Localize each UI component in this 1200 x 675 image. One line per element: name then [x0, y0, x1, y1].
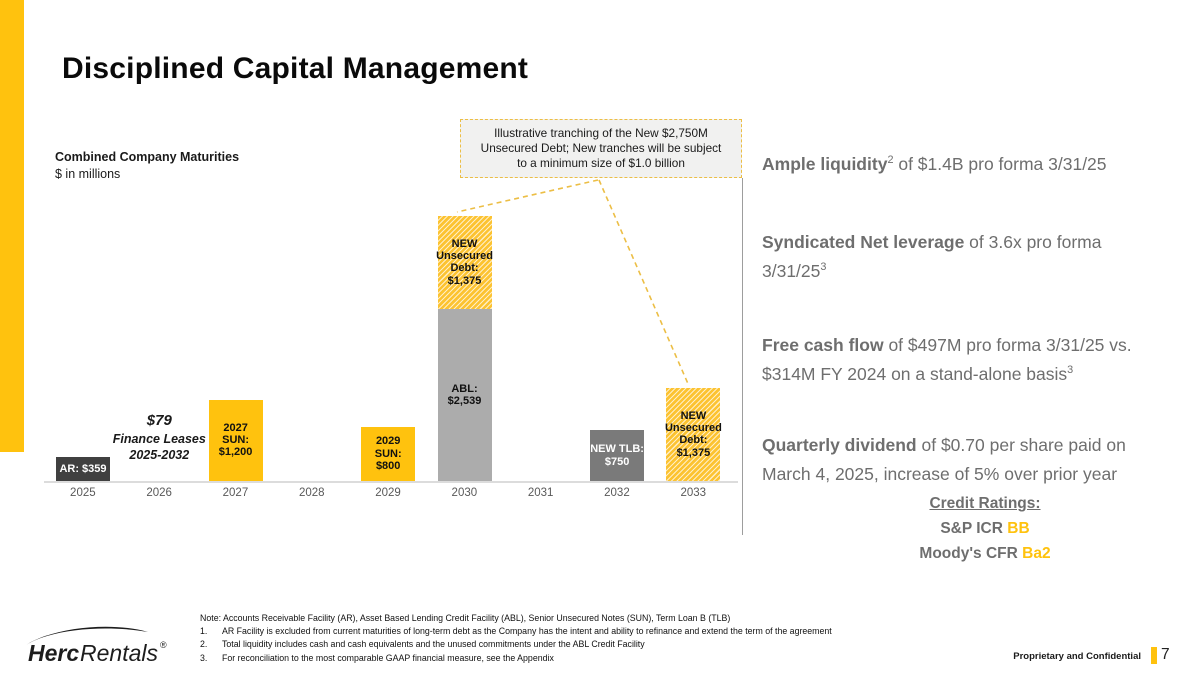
rating-moodys: Moody's CFR Ba2: [919, 545, 1051, 562]
bar-segment-2027: 2027 SUN: $1,200: [208, 399, 263, 481]
highlight-lead: Quarterly dividend: [762, 434, 917, 455]
footnote-ref: 2: [887, 154, 894, 166]
footnote-item: 3. For reconciliation to the most compara…: [200, 652, 554, 663]
herc-rentals-logo: Herc Rentals ®: [26, 626, 167, 666]
bar-label: AR: $359: [59, 462, 107, 475]
x-axis-label: 2033: [680, 487, 707, 499]
accent-bar: [0, 0, 24, 452]
vertical-divider: [742, 178, 744, 535]
page-number-accent: [1151, 647, 1157, 664]
highlight-liquidity: Ample liquidity2 of $1.4B pro forma 3/31…: [762, 153, 1107, 174]
finance-leases-annotation: $79 Finance Leases 2025-2032: [79, 411, 239, 463]
callout-text: Illustrative tranching of the New $2,750…: [480, 126, 722, 170]
page-number: 7: [1161, 646, 1170, 663]
bar-segment-2025: AR: $359: [56, 456, 110, 481]
x-axis-label: 2028: [298, 487, 325, 499]
bar-segment-2030: NEW Unsecured Debt: $1,375: [436, 215, 493, 309]
annotation-range: 2025-2032: [129, 447, 190, 462]
credit-ratings-title: Credit Ratings:: [929, 495, 1041, 512]
highlight-lead: Ample liquidity: [762, 153, 888, 174]
bar-label: 2029 SUN: $800: [374, 435, 402, 473]
x-axis-label: 2029: [375, 487, 401, 499]
x-axis-label: 2025: [70, 487, 96, 499]
svg-text:Herc: Herc: [28, 640, 79, 666]
bar-label: ABL: $2,539: [447, 382, 482, 407]
annotation-label: Finance Leases: [112, 431, 206, 446]
x-axis-label: 2032: [604, 487, 630, 499]
footnotes: Note: Accounts Receivable Facility (AR),…: [200, 612, 1000, 665]
bar-segment-2033: NEW Unsecured Debt: $1,375: [664, 387, 722, 481]
highlight-lead: Free cash flow: [762, 334, 884, 355]
rating-moodys-value: Ba2: [1022, 545, 1051, 562]
x-axis-label: 2026: [146, 487, 172, 499]
svg-text:®: ®: [160, 640, 167, 650]
footnote-item: 1. AR Facility is excluded from current m…: [200, 626, 832, 637]
footnote-note: Note: Accounts Receivable Facility (AR),…: [200, 613, 731, 623]
footnote-ref: 3: [1067, 363, 1074, 376]
bar-label: 2027 SUN: $1,200: [218, 421, 253, 459]
bar-segment-2032: NEW TLB: $750: [590, 430, 645, 481]
bar-segment-2030: ABL: $2,539: [437, 308, 492, 481]
x-axis-label: 2027: [222, 487, 249, 499]
svg-text:Rentals: Rentals: [80, 640, 158, 666]
highlight-lead: Syndicated Net leverage: [762, 231, 965, 252]
footnote-ref: 3: [820, 260, 827, 273]
bar-label: NEW Unsecured Debt: $1,375: [664, 409, 722, 459]
page-title: Disciplined Capital Management: [62, 52, 529, 85]
bar-segment-2029: 2029 SUN: $800: [361, 426, 416, 481]
chart-title: Combined Company Maturities: [55, 150, 240, 164]
highlight-free-cash-flow: Free cash flow of $497M pro forma 3/31/2…: [762, 334, 1132, 384]
annotation-value: $79: [146, 412, 172, 429]
credit-ratings: Credit Ratings: S&P ICR BB Moody's CFR B…: [810, 491, 1160, 566]
footnote-item: 2. Total liquidity includes cash and cash…: [200, 639, 645, 650]
rating-sp: S&P ICR BB: [940, 520, 1030, 537]
bar-label: NEW Unsecured Debt: $1,375: [436, 237, 493, 287]
chart-subtitle: $ in millions: [55, 167, 121, 181]
classification-text: Proprietary and Confidential: [1013, 651, 1141, 662]
rating-sp-value: BB: [1007, 520, 1030, 537]
highlight-dividend: Quarterly dividend of $0.70 per share pa…: [762, 434, 1126, 484]
bar-label: NEW TLB: $750: [590, 443, 644, 468]
x-axis-line: [44, 481, 738, 483]
callout-box: Illustrative tranching of the New $2,750…: [460, 119, 742, 178]
highlight-leverage: Syndicated Net leverage of 3.6x pro form…: [762, 231, 1102, 281]
x-axis-label: 2031: [527, 487, 554, 499]
x-axis-label: 2030: [451, 487, 478, 499]
